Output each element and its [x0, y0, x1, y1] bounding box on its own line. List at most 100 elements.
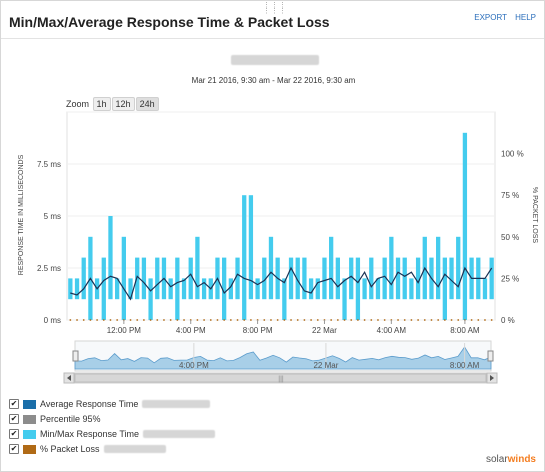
packet-loss-point [403, 319, 406, 321]
packet-loss-point [490, 319, 493, 321]
packet-loss-point [350, 319, 353, 321]
x-tick-label: 22 Mar [312, 326, 337, 335]
packet-loss-point [236, 319, 239, 321]
packet-loss-point [223, 319, 226, 321]
scroll-thumb[interactable] [74, 373, 487, 383]
packet-loss-point [209, 319, 212, 321]
minmax-bar [121, 236, 126, 320]
packet-loss-point [229, 319, 232, 321]
legend-label: % Packet Loss [40, 444, 100, 454]
minmax-bar [228, 278, 233, 300]
navigator-handle-right[interactable] [487, 350, 494, 362]
checkbox-checked-icon[interactable]: ✔ [9, 444, 19, 454]
minmax-bar [415, 257, 421, 300]
minmax-bar [201, 278, 207, 300]
packet-loss-point [169, 319, 172, 321]
minmax-bar [329, 236, 334, 300]
packet-loss-point [89, 319, 92, 321]
legend-swatch [23, 444, 36, 454]
minmax-bar [395, 257, 401, 300]
packet-loss-point [363, 319, 366, 321]
zoom-label: Zoom [66, 99, 90, 109]
legend-item[interactable]: ✔ % Packet Loss [9, 442, 215, 456]
minmax-bar [375, 278, 381, 300]
minmax-bar [74, 278, 80, 300]
packet-loss-point [310, 319, 312, 321]
packet-loss-point [383, 319, 386, 321]
legend-item[interactable]: ✔ Percentile 95% [9, 412, 215, 426]
packet-loss-point [283, 319, 286, 321]
packet-loss-point [136, 319, 139, 321]
packet-loss-point [216, 319, 219, 321]
packet-loss-point [336, 319, 339, 321]
navigator-handle-left[interactable] [72, 350, 79, 362]
navigator-tick-label: 22 Mar [313, 361, 338, 370]
zoom-24h-button[interactable]: 24h [135, 97, 159, 111]
drag-handle[interactable]: ⋮⋮⋮ ⋮⋮⋮ [263, 2, 287, 15]
packet-loss-point [450, 319, 453, 321]
packet-loss-point [196, 319, 199, 321]
x-tick-label: 4:00 AM [377, 326, 407, 335]
minmax-bar [81, 257, 86, 300]
minmax-bar [248, 195, 254, 300]
minmax-bar [68, 278, 73, 300]
legend-item[interactable]: ✔ Average Response Time [9, 397, 215, 411]
export-link[interactable]: EXPORT [474, 13, 507, 22]
packet-loss-point [377, 319, 379, 321]
minmax-bar [282, 278, 287, 320]
minmax-bar [222, 257, 227, 320]
packet-loss-point [250, 319, 252, 321]
packet-loss-point [330, 319, 333, 321]
packet-loss-point [397, 319, 399, 321]
packet-loss-point [129, 319, 132, 321]
x-tick-label: 8:00 PM [243, 326, 273, 335]
minmax-bar [369, 257, 374, 300]
checkbox-checked-icon[interactable]: ✔ [9, 429, 19, 439]
minmax-bar [101, 257, 106, 320]
packet-loss-point [470, 319, 473, 321]
y-tick-label: 2.5 ms [37, 264, 61, 273]
y-axis-ticks: 0 ms 2.5 ms 5 ms 7.5 ms [37, 160, 61, 325]
checkbox-checked-icon[interactable]: ✔ [9, 414, 19, 424]
help-link[interactable]: HELP [515, 13, 536, 22]
x-axis-ticks: 12:00 PM 4:00 PM 8:00 PM 22 Mar 4:00 AM 8:00 … [107, 320, 480, 335]
minmax-bar [141, 257, 147, 300]
minmax-bar [155, 257, 160, 300]
zoom-1h-button[interactable]: 1h [92, 97, 111, 111]
minmax-bar [489, 257, 494, 300]
minmax-bar [389, 236, 394, 300]
packet-loss-point [316, 319, 319, 321]
response-time-chart: 0 ms 2.5 ms 5 ms 7.5 ms 0 % 25 % 50 % 75 % 100 … [18, 111, 538, 335]
legend-item[interactable]: ✔ Min/Max Response Time [9, 427, 216, 441]
packet-loss-point [296, 319, 299, 321]
scroll-thumb-grip-icon: ||| [278, 376, 284, 383]
y2-tick-label: 50 % [501, 233, 519, 242]
legend: ✔ Average Response Time ✔ Percentile 95%… [9, 397, 216, 457]
packet-loss-point [116, 319, 119, 321]
packet-loss-point [102, 319, 105, 321]
zoom-controls: Zoom 1h 12h 24h [66, 97, 159, 111]
packet-loss-point [143, 319, 145, 321]
y2-tick-label: 100 % [501, 150, 524, 159]
navigator: 4:00 PM 22 Mar 8:00 AM ||| [63, 340, 498, 384]
minmax-bar [449, 257, 454, 300]
navigator-area [74, 346, 492, 370]
minmax-bar [195, 236, 200, 300]
checkbox-checked-icon[interactable]: ✔ [9, 399, 19, 409]
y-tick-label: 5 ms [44, 212, 61, 221]
packet-loss-point [457, 319, 460, 321]
redacted-text [103, 445, 166, 453]
minmax-bar [402, 257, 407, 300]
minmax-bar [362, 278, 367, 300]
minmax-bar [302, 257, 307, 300]
packet-loss-point [203, 319, 205, 321]
zoom-12h-button[interactable]: 12h [111, 97, 135, 111]
packet-loss-point [243, 319, 246, 321]
packet-loss-point [156, 319, 159, 321]
minmax-bar [148, 278, 153, 320]
minmax-bar [315, 278, 320, 300]
y2-tick-label: 0 % [501, 316, 515, 325]
minmax-bar [188, 257, 193, 300]
minmax-bar [409, 278, 414, 300]
